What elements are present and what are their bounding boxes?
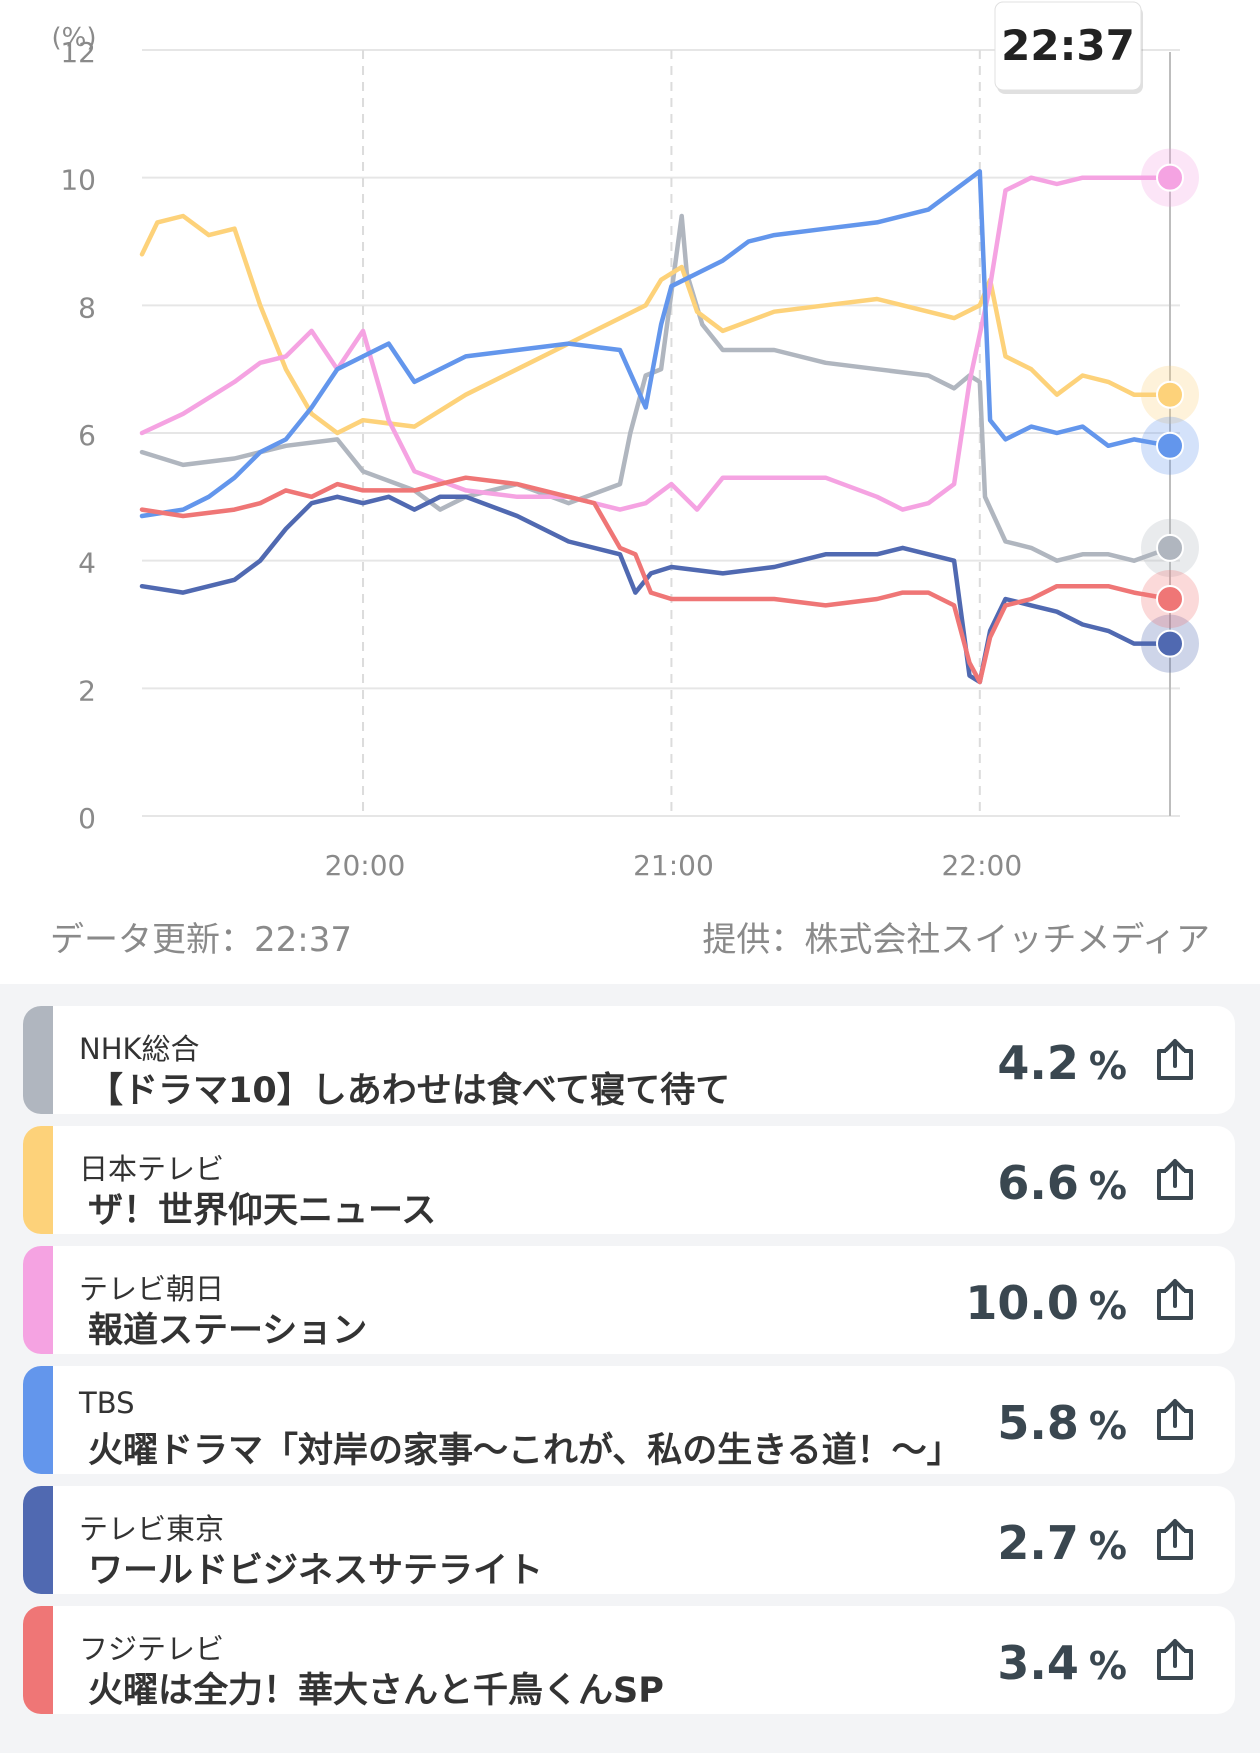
channel-name: テレビ朝日: [79, 1272, 225, 1306]
channel-name: テレビ東京: [79, 1512, 225, 1546]
program-title: 火曜は全力！華大さんと千鳥くんSP: [88, 1671, 664, 1711]
y-tick-label: 6: [78, 419, 96, 452]
channel-color-bar: [23, 1126, 53, 1234]
share-button[interactable]: [1151, 1036, 1199, 1084]
x-tick-label: 20:00: [325, 849, 406, 882]
channel-card[interactable]: TBS 火曜ドラマ「対岸の家事～これが、私の生きる道！～」 5.8%: [23, 1366, 1235, 1474]
y-tick-label: 8: [78, 291, 96, 324]
rating-unit: %: [1088, 1524, 1127, 1568]
series-line-テレビ東京: [139, 494, 1173, 685]
rating-number: 4.2: [997, 1036, 1079, 1090]
series-end-marker: [1156, 584, 1184, 613]
x-tick-label: 21:00: [633, 849, 714, 882]
series-line-TBS: [139, 169, 1173, 519]
rating-number: 6.6: [997, 1156, 1079, 1210]
rating-number: 2.7: [997, 1516, 1079, 1570]
share-icon: [1157, 1519, 1193, 1560]
chart-area: 0 2 4 6 8 10 12 (%) 20:00 21:00 22:00 22:37 データ更新：2…: [0, 0, 1260, 960]
rating-unit: %: [1088, 1644, 1127, 1688]
series-line-NHK総合: [139, 213, 1173, 563]
channel-name: 日本テレビ: [79, 1152, 225, 1186]
rating-number: 3.4: [997, 1636, 1079, 1690]
program-title: ザ！世界仰天ニュース: [88, 1191, 437, 1231]
y-axis-unit-label: (%): [52, 23, 97, 53]
channel-card[interactable]: NHK総合【ドラマ10】しあわせは食べて寝て待て 4.2%: [23, 1006, 1235, 1114]
share-icon: [1157, 1159, 1193, 1200]
rating-value: 10.0%: [965, 1276, 1127, 1330]
series-end-marker: [1156, 629, 1184, 658]
rating-unit: %: [1088, 1044, 1127, 1088]
provider-label: 提供：株式会社スイッチメディア: [702, 920, 1210, 960]
share-button[interactable]: [1151, 1396, 1199, 1444]
y-tick-label: 12: [60, 36, 96, 69]
series-end-marker: [1156, 380, 1184, 409]
current-time-tooltip: 22:37: [994, 1, 1143, 94]
rating-unit: %: [1088, 1284, 1127, 1328]
tooltip-time: 22:37: [1001, 21, 1135, 70]
share-button[interactable]: [1151, 1156, 1199, 1204]
channel-color-bar: [23, 1606, 53, 1714]
rating-value: 4.2%: [997, 1036, 1127, 1090]
rating-value: 6.6%: [997, 1156, 1127, 1210]
channel-color-bar: [23, 1366, 53, 1474]
tooltip-box: [994, 1, 1142, 91]
x-tick-label: 22:00: [941, 849, 1022, 882]
channel-name: TBS: [79, 1386, 135, 1420]
y-tick-label: 2: [78, 674, 96, 707]
channel-name: NHK総合: [79, 1032, 200, 1066]
share-button[interactable]: [1151, 1276, 1199, 1324]
series-end-marker: [1156, 431, 1184, 460]
rating-number: 10.0: [965, 1276, 1079, 1330]
channel-name: フジテレビ: [79, 1632, 225, 1666]
share-button[interactable]: [1151, 1516, 1199, 1564]
channel-color-bar: [23, 1486, 53, 1594]
y-tick-label: 10: [60, 164, 96, 197]
share-button[interactable]: [1151, 1636, 1199, 1684]
channel-card[interactable]: フジテレビ火曜は全力！華大さんと千鳥くんSP 3.4%: [23, 1606, 1235, 1714]
rating-number: 5.8: [997, 1396, 1079, 1450]
channel-color-bar: [23, 1006, 53, 1114]
y-tick-label: 4: [78, 547, 96, 580]
program-title: 【ドラマ10】しあわせは食べて寝て待て: [88, 1071, 731, 1111]
series-line-フジテレビ: [139, 475, 1173, 685]
channel-card[interactable]: 日本テレビザ！世界仰天ニュース 6.6%: [23, 1126, 1235, 1234]
program-title: 火曜ドラマ「対岸の家事～これが、私の生きる道！～」: [88, 1431, 962, 1471]
channel-card[interactable]: テレビ朝日報道ステーション 10.0%: [23, 1246, 1235, 1354]
channel-list: NHK総合 【ドラマ10】しあわせは食べて寝て待て 4.2% 日本テレビ ザ！世界仰天ニ…: [0, 984, 1260, 1753]
data-update-label: データ更新：22:37: [50, 920, 352, 960]
share-icon: [1157, 1639, 1193, 1680]
share-icon: [1157, 1399, 1193, 1440]
series-line-テレビ朝日: [139, 175, 1173, 512]
rating-value: 5.8%: [997, 1396, 1127, 1450]
rating-unit: %: [1088, 1164, 1127, 1208]
channel-color-bar: [23, 1246, 53, 1354]
ratings-line-chart[interactable]: 0 2 4 6 8 10 12(%) 20:00 21:00 22:00 22:37: [0, 0, 1260, 900]
series-line-日本テレビ: [139, 213, 1173, 436]
program-title: ワールドビジネスサテライト: [88, 1551, 544, 1591]
rating-unit: %: [1088, 1404, 1127, 1448]
rating-value: 2.7%: [997, 1516, 1127, 1570]
y-tick-label: 0: [78, 802, 96, 835]
share-icon: [1157, 1039, 1193, 1080]
series-end-marker: [1156, 533, 1184, 562]
program-title: 報道ステーション: [88, 1311, 368, 1351]
share-icon: [1157, 1279, 1193, 1320]
rating-value: 3.4%: [997, 1636, 1127, 1690]
series-end-marker: [1156, 163, 1184, 192]
channel-card[interactable]: テレビ東京ワールドビジネスサテライト 2.7%: [23, 1486, 1235, 1594]
